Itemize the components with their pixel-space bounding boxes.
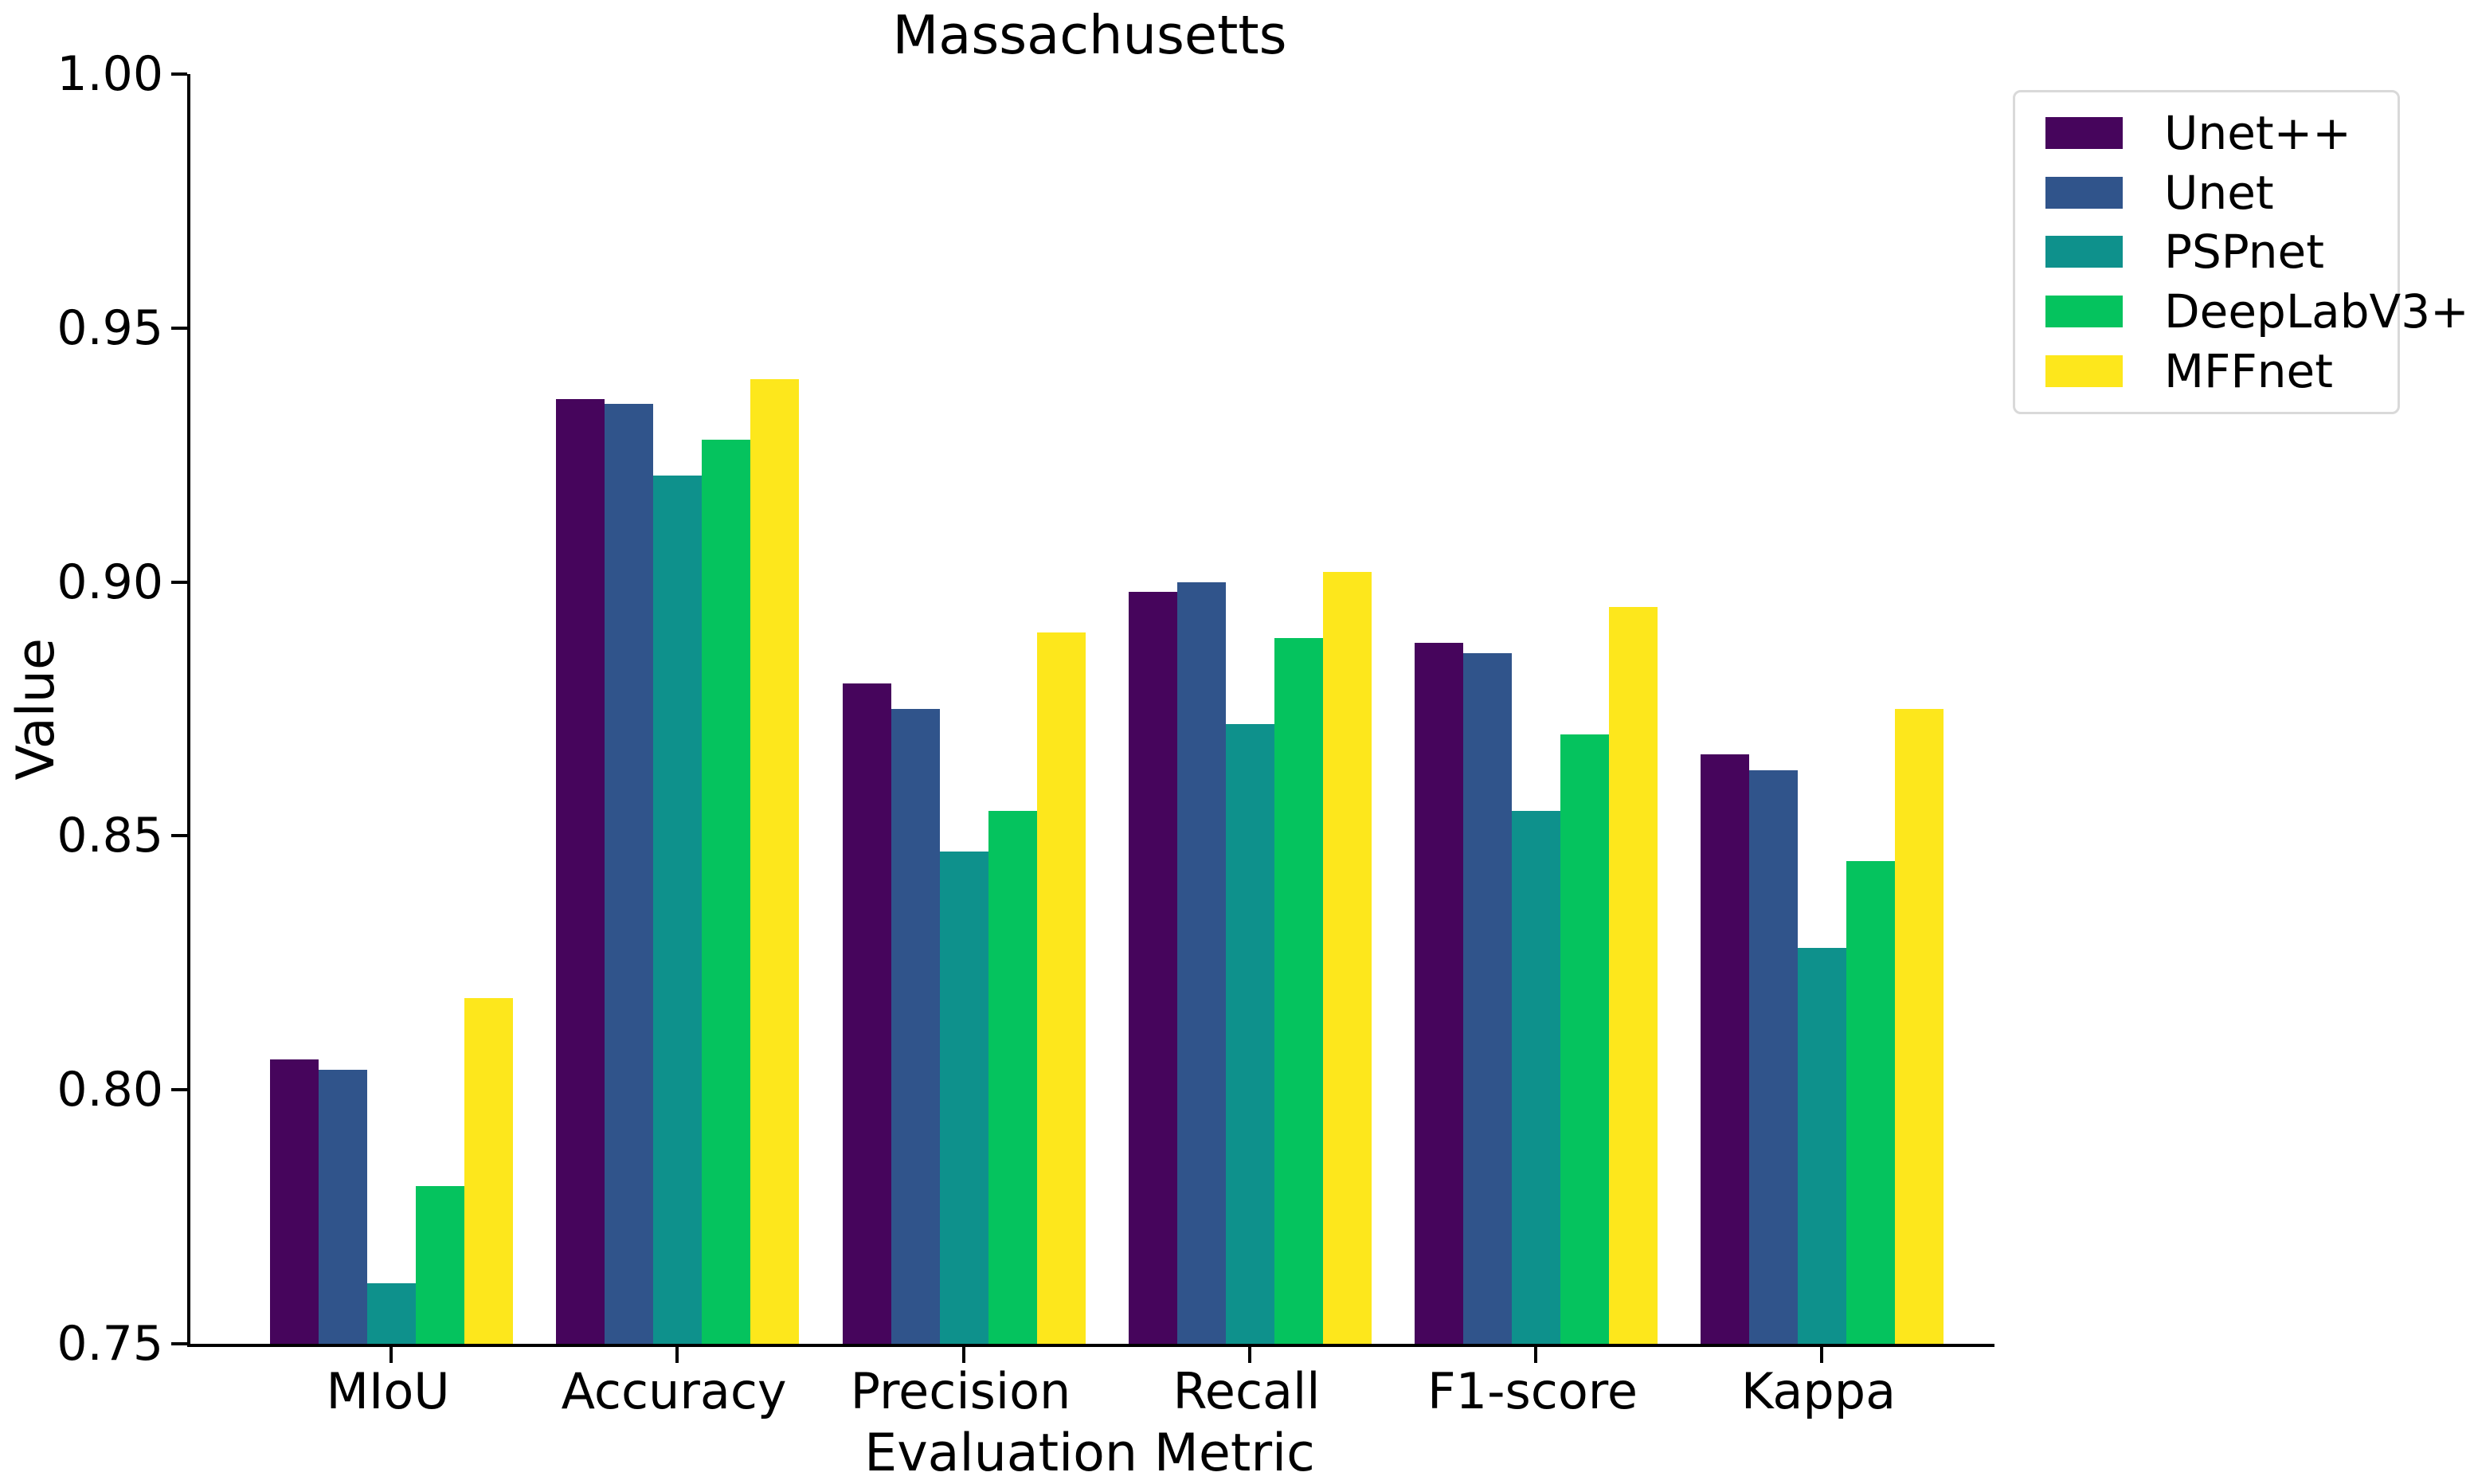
bar-MIoU-MFFnet bbox=[464, 998, 513, 1344]
y-tick-label: 0.95 bbox=[57, 300, 163, 356]
x-tick-mark bbox=[675, 1347, 679, 1363]
legend-item-PSPnet: PSPnet bbox=[2045, 229, 2398, 275]
x-tick-mark bbox=[1534, 1347, 1537, 1363]
bar-MIoU-PSPnet bbox=[366, 1282, 416, 1344]
bar-Kappa-MFFnet bbox=[1894, 709, 1944, 1344]
bar-Precision-PSPnet bbox=[939, 851, 988, 1344]
y-axis-label: Value bbox=[6, 637, 66, 781]
legend-item-MFFnet: MFFnet bbox=[2045, 348, 2398, 394]
y-tick-label: 1.00 bbox=[57, 46, 163, 102]
bar-Kappa-Unet++ bbox=[1700, 754, 1749, 1344]
x-tick-label-MIoU: MIoU bbox=[326, 1362, 450, 1420]
bar-Precision-DeepLabV3+ bbox=[988, 810, 1037, 1344]
bar-Accuracy-PSPnet bbox=[652, 475, 702, 1344]
legend-swatch-icon bbox=[2045, 296, 2123, 328]
legend-swatch-icon bbox=[2045, 176, 2123, 209]
legend: Unet++ Unet PSPnet DeepLabV3+ MFFnet bbox=[2013, 90, 2469, 414]
bar-F1-score-MFFnet bbox=[1608, 607, 1658, 1344]
y-tick-mark bbox=[171, 1342, 187, 1345]
legend-item-Unet: Unet bbox=[2045, 170, 2398, 216]
bar-F1-score-Unet++ bbox=[1414, 643, 1463, 1344]
x-tick-mark bbox=[389, 1347, 393, 1363]
bar-Accuracy-Unet bbox=[604, 404, 653, 1344]
legend-label: Unet bbox=[2164, 165, 2274, 220]
x-tick-label-Precision: Precision bbox=[850, 1362, 1071, 1420]
y-tick-label: 0.85 bbox=[57, 808, 163, 864]
bar-Accuracy-MFFnet bbox=[750, 378, 799, 1344]
chart-title: Massachusetts bbox=[892, 4, 1287, 66]
bar-Recall-DeepLabV3+ bbox=[1274, 637, 1323, 1344]
bar-F1-score-Unet bbox=[1462, 652, 1512, 1344]
bar-Kappa-DeepLabV3+ bbox=[1846, 861, 1895, 1344]
y-tick-mark bbox=[171, 326, 187, 330]
bar-Recall-Unet bbox=[1176, 581, 1226, 1344]
bar-MIoU-Unet++ bbox=[269, 1059, 319, 1344]
bar-Precision-MFFnet bbox=[1036, 632, 1086, 1344]
bar-MIoU-Unet bbox=[318, 1069, 367, 1344]
bar-Accuracy-Unet++ bbox=[555, 399, 605, 1344]
y-axis-label-box: Value bbox=[0, 0, 72, 1418]
x-tick-label-F1-score: F1-score bbox=[1427, 1362, 1638, 1420]
legend-swatch-icon bbox=[2045, 354, 2123, 387]
plot-area bbox=[171, 72, 1994, 1363]
bar-F1-score-DeepLabV3+ bbox=[1560, 734, 1609, 1344]
x-tick-mark bbox=[1248, 1347, 1251, 1363]
legend-item-Unet++: Unet++ bbox=[2045, 110, 2398, 156]
bar-F1-score-PSPnet bbox=[1511, 810, 1560, 1344]
x-tick-mark bbox=[962, 1347, 965, 1363]
bar-Precision-Unet++ bbox=[842, 683, 891, 1344]
x-tick-mark bbox=[1820, 1347, 1823, 1363]
legend-label: PSPnet bbox=[2164, 225, 2324, 280]
bar-Recall-Unet++ bbox=[1128, 592, 1177, 1344]
legend-label: DeepLabV3+ bbox=[2164, 284, 2469, 339]
bar-MIoU-DeepLabV3+ bbox=[415, 1186, 464, 1344]
bar-Kappa-Unet bbox=[1748, 769, 1798, 1344]
bar-Recall-PSPnet bbox=[1225, 724, 1274, 1344]
legend-item-DeepLabV3+: DeepLabV3+ bbox=[2045, 288, 2469, 335]
x-tick-label-Kappa: Kappa bbox=[1740, 1362, 1897, 1420]
y-tick-label: 0.75 bbox=[57, 1316, 163, 1372]
bar-Kappa-PSPnet bbox=[1797, 947, 1846, 1344]
x-axis-label: Evaluation Metric bbox=[864, 1423, 1315, 1483]
y-tick-label: 0.80 bbox=[57, 1062, 163, 1118]
bar-Precision-Unet bbox=[891, 709, 940, 1344]
legend-label: MFFnet bbox=[2164, 343, 2333, 398]
x-tick-label-Accuracy: Accuracy bbox=[561, 1362, 787, 1420]
y-tick-mark bbox=[171, 72, 187, 76]
bar-Recall-MFFnet bbox=[1322, 571, 1372, 1344]
y-tick-mark bbox=[171, 1088, 187, 1092]
y-tick-label: 0.90 bbox=[57, 554, 163, 610]
legend-swatch-icon bbox=[2045, 236, 2123, 268]
y-tick-mark bbox=[171, 834, 187, 838]
legend-label: Unet++ bbox=[2164, 106, 2351, 161]
x-tick-label-Recall: Recall bbox=[1172, 1362, 1321, 1420]
legend-swatch-icon bbox=[2045, 117, 2123, 150]
bar-Accuracy-DeepLabV3+ bbox=[701, 440, 750, 1344]
y-tick-mark bbox=[171, 580, 187, 584]
